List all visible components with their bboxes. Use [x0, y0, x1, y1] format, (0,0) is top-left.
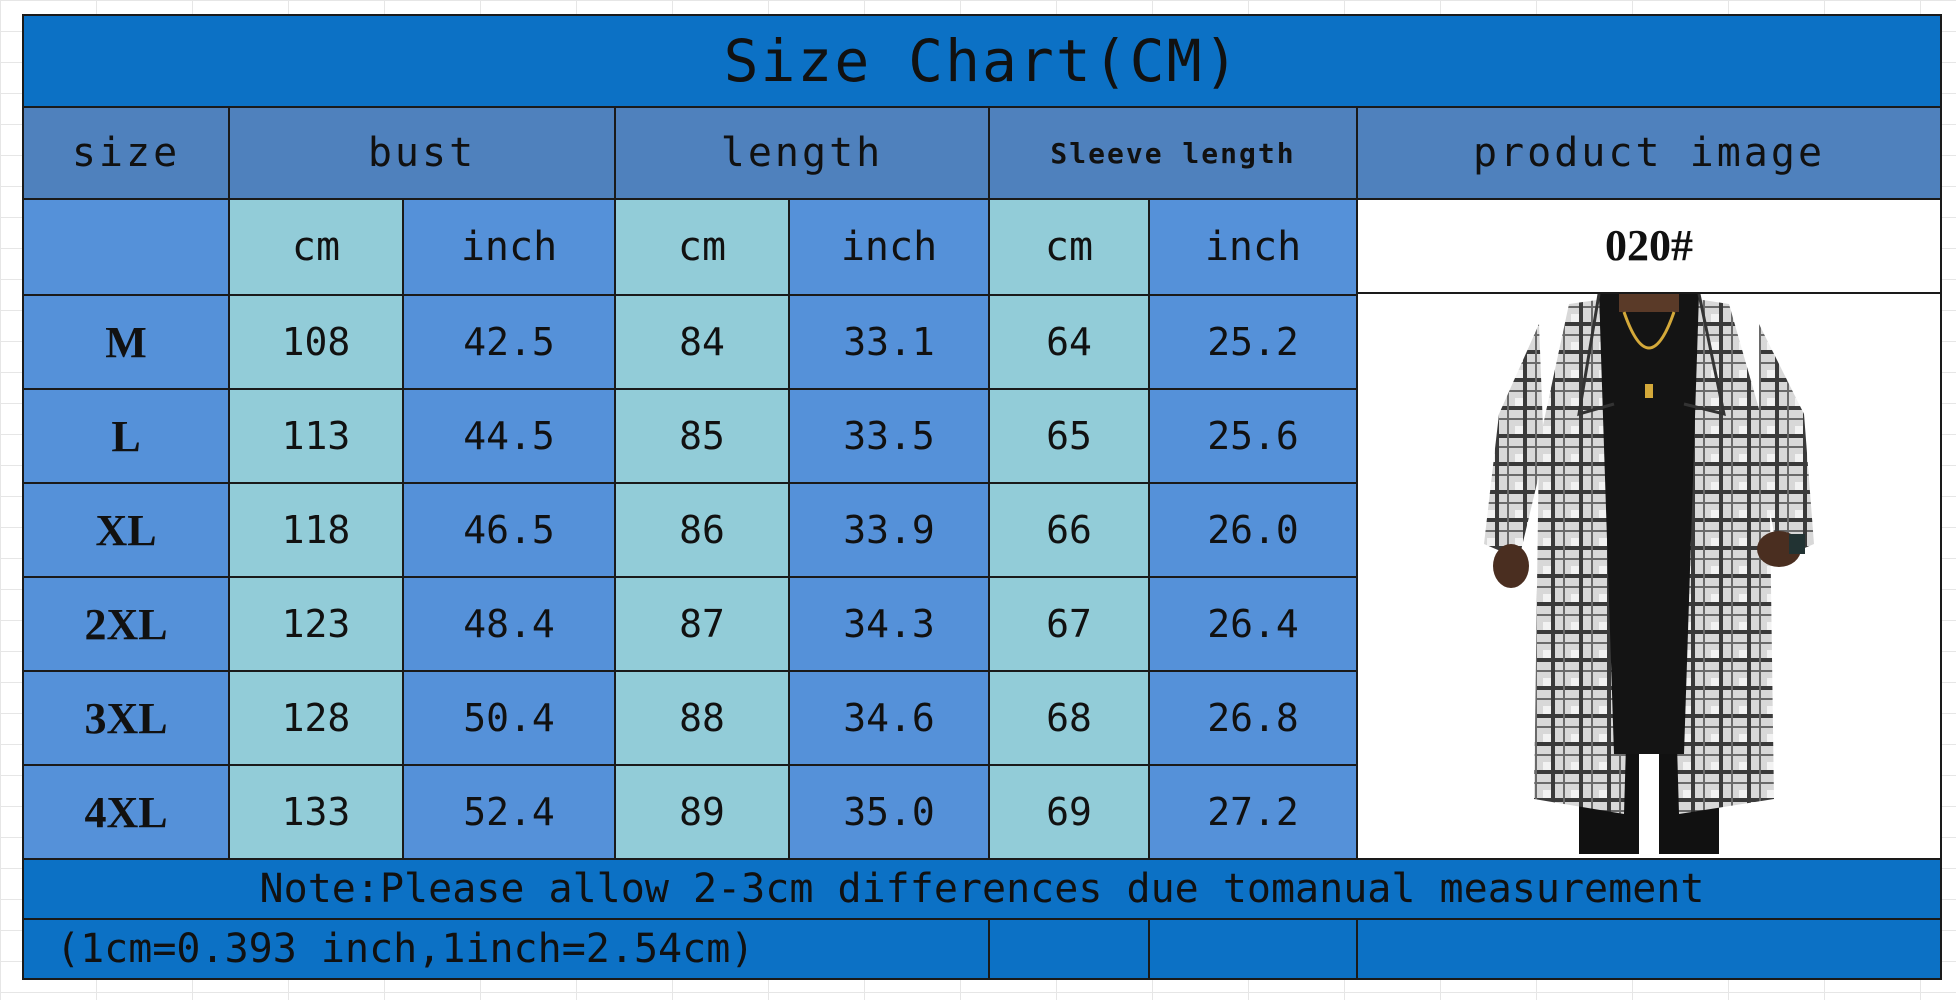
unit-row: cm inch cm inch cm inch 020#: [22, 198, 1942, 860]
table-row: XL 118 46.5 86 33.9 66 26.0: [22, 482, 1941, 578]
sleeve-cm-cell: 64: [988, 294, 1150, 390]
length-inch-cell: 33.9: [788, 482, 990, 578]
unit-bust-cm: cm: [228, 198, 404, 296]
sleeve-cm-cell: 66: [988, 482, 1150, 578]
empty-cell: [988, 918, 1150, 980]
header-length: length: [614, 106, 990, 200]
sleeve-inch-cell: 25.6: [1148, 388, 1358, 484]
sleeve-inch-cell: 26.8: [1148, 670, 1358, 766]
length-inch-cell: 33.5: [788, 388, 990, 484]
sleeve-cm-cell: 69: [988, 764, 1150, 860]
conversion-row: (1cm=0.393 inch,1inch=2.54cm): [22, 918, 1942, 980]
table-row: M 108 42.5 84 33.1 64 25.2: [22, 294, 1941, 390]
product-image-cell: 020#: [1356, 198, 1942, 860]
bust-inch-cell: 44.5: [402, 388, 616, 484]
header-sleeve-length: Sleeve length: [988, 106, 1358, 200]
table-row: 4XL 133 52.4 89 35.0 69 27.2: [22, 764, 1941, 860]
bust-inch-cell: 48.4: [402, 576, 616, 672]
length-cm-cell: 89: [614, 764, 790, 860]
length-cm-cell: 84: [614, 294, 790, 390]
size-cell: M: [22, 294, 230, 390]
bust-inch-cell: 50.4: [402, 670, 616, 766]
unit-sleeve-cm: cm: [988, 198, 1150, 296]
unit-sleeve-inch: inch: [1148, 198, 1358, 296]
header-bust: bust: [228, 106, 616, 200]
size-chart-table: Size Chart(CM) size bust length Sleeve l…: [22, 14, 1942, 980]
length-inch-cell: 34.6: [788, 670, 990, 766]
bust-inch-cell: 46.5: [402, 482, 616, 578]
coat-product-photo: [1484, 294, 1814, 854]
length-inch-cell: 33.1: [788, 294, 990, 390]
empty-cell: [1148, 918, 1358, 980]
note-row: Note:Please allow 2-3cm differences due …: [22, 858, 1942, 920]
sleeve-cm-cell: 67: [988, 576, 1150, 672]
size-cell: 4XL: [22, 764, 230, 860]
size-cell: 3XL: [22, 670, 230, 766]
length-cm-cell: 85: [614, 388, 790, 484]
bust-cm-cell: 108: [228, 294, 404, 390]
bust-cm-cell: 128: [228, 670, 404, 766]
header-product-image: product image: [1356, 106, 1942, 200]
sleeve-inch-cell: 26.4: [1148, 576, 1358, 672]
table-row: 3XL 128 50.4 88 34.6 68 26.8: [22, 670, 1941, 766]
size-cell: L: [22, 388, 230, 484]
length-inch-cell: 34.3: [788, 576, 990, 672]
table-row: L 113 44.5 85 33.5 65 25.6: [22, 388, 1941, 484]
bust-cm-cell: 118: [228, 482, 404, 578]
bust-cm-cell: 123: [228, 576, 404, 672]
size-cell: 2XL: [22, 576, 230, 672]
unit-blank: [22, 198, 230, 296]
empty-cell: [1356, 918, 1942, 980]
unit-bust-inch: inch: [402, 198, 616, 296]
unit-length-cm: cm: [614, 198, 790, 296]
unit-conversion-note: (1cm=0.393 inch,1inch=2.54cm): [22, 918, 990, 980]
product-code: 020#: [1359, 201, 1939, 294]
sleeve-cm-cell: 65: [988, 388, 1150, 484]
measurement-note: Note:Please allow 2-3cm differences due …: [22, 858, 1942, 920]
sleeve-cm-cell: 68: [988, 670, 1150, 766]
bust-inch-cell: 52.4: [402, 764, 616, 860]
table-row: 2XL 123 48.4 87 34.3 67 26.4: [22, 576, 1941, 672]
bust-inch-cell: 42.5: [402, 294, 616, 390]
bust-cm-cell: 113: [228, 388, 404, 484]
length-inch-cell: 35.0: [788, 764, 990, 860]
size-cell: XL: [22, 482, 230, 578]
header-row: size bust length Sleeve length product i…: [22, 106, 1942, 200]
unit-length-inch: inch: [788, 198, 990, 296]
chart-title: Size Chart(CM): [22, 14, 1942, 108]
length-cm-cell: 87: [614, 576, 790, 672]
sleeve-inch-cell: 26.0: [1148, 482, 1358, 578]
sleeve-inch-cell: 25.2: [1148, 294, 1358, 390]
bust-cm-cell: 133: [228, 764, 404, 860]
length-cm-cell: 88: [614, 670, 790, 766]
sleeve-inch-cell: 27.2: [1148, 764, 1358, 860]
header-size: size: [22, 106, 230, 200]
length-cm-cell: 86: [614, 482, 790, 578]
